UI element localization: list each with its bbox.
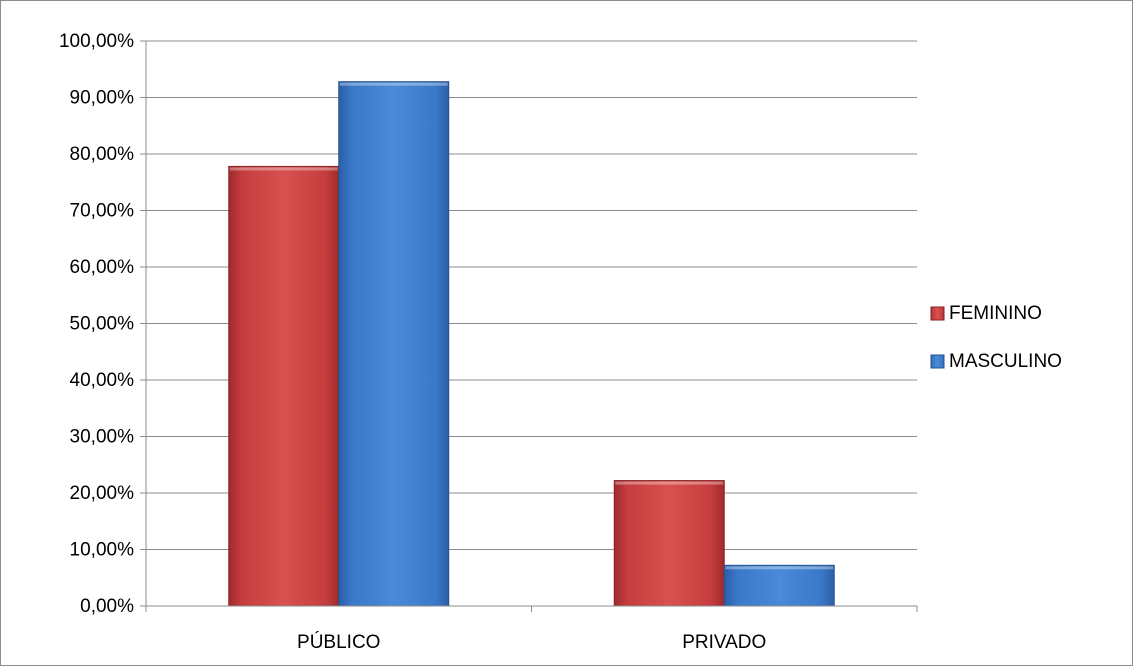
bar-bevel xyxy=(339,82,448,86)
y-tick-label: 30,00% xyxy=(70,427,135,448)
y-tick-label: 20,00% xyxy=(70,483,135,504)
bar-masculino xyxy=(338,81,450,607)
bar-bevel xyxy=(725,566,834,570)
y-tick-label: 60,00% xyxy=(70,257,135,278)
y-tick-label: 90,00% xyxy=(70,88,135,109)
bar-bevel xyxy=(615,481,724,485)
y-tick-label: 80,00% xyxy=(70,144,135,165)
y-tick-label: 0,00% xyxy=(80,596,134,617)
y-tick-label: 50,00% xyxy=(70,314,135,335)
y-tick-label: 100,00% xyxy=(59,31,134,52)
y-tick-label: 40,00% xyxy=(70,370,135,391)
bar-feminino xyxy=(228,165,340,607)
x-tick-label: PÚBLICO xyxy=(297,631,380,653)
legend-label-masculino: MASCULINO xyxy=(949,351,1062,372)
bar-bevel xyxy=(229,167,338,171)
y-tick-label: 10,00% xyxy=(70,540,135,561)
x-tick-label: PRIVADO xyxy=(682,632,766,653)
y-tick-label: 70,00% xyxy=(70,201,135,222)
legend-swatch-feminino xyxy=(930,306,945,321)
bar-feminino xyxy=(613,480,725,607)
legend-swatch-masculino xyxy=(930,354,945,369)
legend-label-feminino: FEMININO xyxy=(949,303,1042,324)
bar-masculino xyxy=(723,564,835,607)
